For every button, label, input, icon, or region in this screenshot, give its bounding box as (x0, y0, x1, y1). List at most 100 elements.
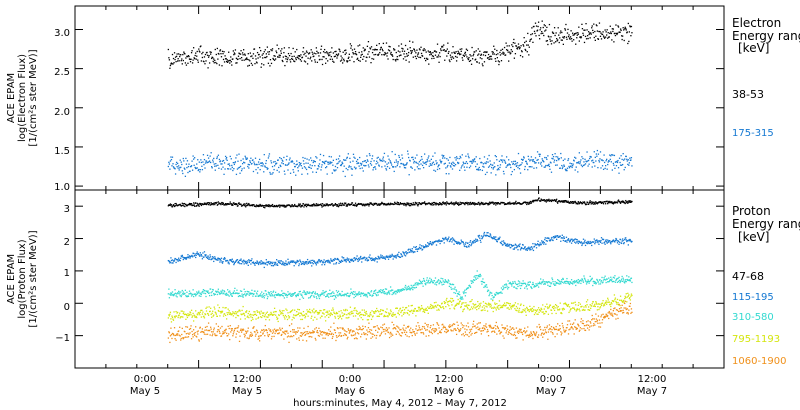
data-point (168, 288, 170, 290)
data-point (630, 157, 633, 159)
data-point (196, 163, 198, 165)
data-point (230, 203, 232, 205)
data-point (353, 166, 356, 168)
data-point (222, 58, 225, 61)
data-point (524, 48, 526, 51)
data-point (343, 295, 345, 297)
data-point (594, 281, 596, 283)
data-point (485, 235, 487, 237)
data-point (568, 167, 571, 169)
data-point (503, 202, 505, 204)
data-point (301, 167, 304, 169)
data-point (405, 205, 407, 207)
data-point (274, 58, 277, 60)
data-point (224, 314, 227, 317)
data-point (200, 203, 202, 205)
data-point (470, 243, 473, 245)
data-point (174, 58, 176, 61)
data-point (545, 157, 547, 159)
data-point (337, 158, 340, 160)
data-point (388, 167, 391, 169)
data-point (439, 281, 442, 283)
data-point (249, 52, 251, 54)
data-point (434, 203, 437, 205)
data-point (501, 48, 504, 50)
data-point (313, 308, 315, 310)
data-point (345, 52, 347, 54)
data-point (583, 202, 585, 204)
data-point (228, 263, 230, 265)
data-point (277, 320, 279, 323)
data-point (359, 293, 361, 295)
data-point (477, 168, 479, 170)
data-point (488, 203, 490, 206)
data-point (373, 54, 375, 56)
data-point (265, 263, 267, 265)
data-point (443, 202, 445, 204)
data-point (347, 57, 349, 60)
data-point (554, 153, 556, 155)
data-point (206, 290, 208, 293)
data-point (521, 56, 524, 58)
data-point (280, 260, 282, 262)
data-point (273, 165, 276, 167)
data-point (590, 241, 592, 244)
data-point (182, 204, 184, 207)
data-point (338, 310, 340, 313)
data-point (239, 290, 242, 292)
data-point (449, 239, 452, 241)
data-point (333, 61, 335, 63)
data-point (394, 153, 396, 156)
data-point (209, 51, 211, 53)
data-point (368, 205, 370, 207)
data-point (617, 167, 620, 169)
data-point (215, 61, 217, 64)
data-point (503, 52, 505, 54)
data-point (602, 238, 605, 241)
data-point (469, 59, 472, 62)
data-point (532, 281, 534, 284)
data-point (208, 258, 211, 260)
data-point (323, 48, 326, 51)
data-point (619, 161, 621, 164)
data-point (299, 55, 301, 58)
data-point (472, 242, 475, 244)
data-point (212, 203, 214, 206)
data-point (260, 66, 262, 68)
data-point (209, 254, 211, 256)
data-point (479, 157, 481, 160)
data-point (508, 286, 510, 289)
data-point (324, 62, 327, 64)
data-point (172, 319, 175, 321)
data-point (398, 55, 401, 57)
data-point (269, 59, 272, 61)
proton-legend-47-68: 47-68 (732, 270, 764, 283)
data-point (268, 293, 270, 295)
data-point (582, 281, 585, 283)
data-point (501, 240, 503, 242)
data-point (206, 203, 208, 205)
data-point (188, 202, 191, 205)
data-point (368, 56, 371, 58)
data-point (287, 261, 290, 263)
data-point (235, 157, 237, 159)
data-point (290, 293, 293, 295)
data-point (352, 204, 355, 207)
data-point (463, 162, 465, 165)
data-point (595, 241, 597, 244)
data-point (246, 316, 248, 318)
data-point (247, 163, 249, 166)
data-point (380, 159, 382, 162)
data-point (408, 61, 410, 63)
data-point (319, 159, 321, 161)
data-point (223, 51, 225, 53)
data-point (585, 203, 588, 205)
data-point (304, 315, 307, 318)
data-point (334, 55, 337, 57)
data-point (250, 157, 252, 159)
data-point (494, 293, 496, 295)
data-point (453, 204, 455, 206)
data-point (370, 62, 372, 64)
data-point (284, 314, 287, 317)
data-point (351, 202, 354, 204)
